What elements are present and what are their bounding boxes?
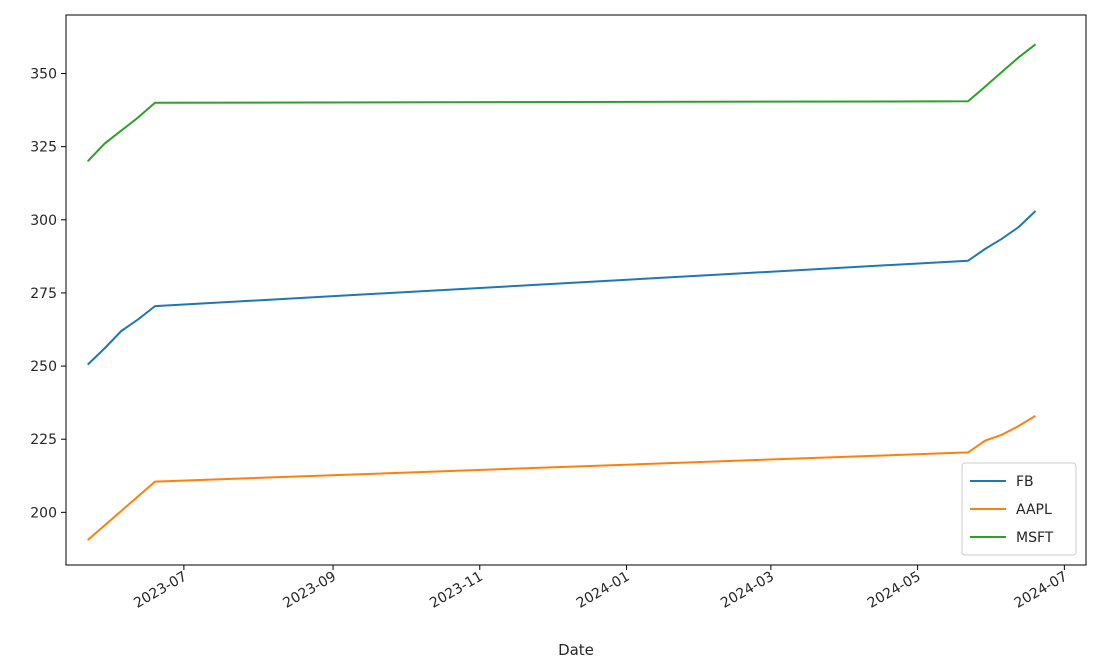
legend-label-fb: FB	[1016, 474, 1034, 490]
x-tick-label: 2024-01	[574, 569, 633, 612]
series-line-fb	[87, 210, 1037, 366]
legend: FB AAPL MSFT	[961, 462, 1077, 556]
y-tick-label: 275	[30, 286, 57, 302]
series-line-msft	[86, 43, 1037, 162]
series-layer	[86, 43, 1037, 541]
legend-label-aapl: AAPL	[1016, 502, 1052, 518]
plot-area-frame	[65, 14, 1087, 566]
y-axis: 200 225 250 275 300 325 350	[30, 67, 66, 521]
x-tick-label: 2023-07	[131, 569, 190, 612]
legend-box	[961, 462, 1077, 556]
y-tick-label: 325	[30, 140, 57, 156]
x-tick-label: 2024-05	[865, 569, 924, 612]
x-tick-label: 2024-07	[1012, 569, 1071, 612]
y-tick-label: 300	[30, 213, 57, 229]
y-tick-label: 200	[30, 505, 57, 521]
x-tick-label: 2023-11	[427, 569, 486, 612]
y-tick-label: 225	[30, 432, 57, 448]
x-axis-label: Date	[558, 641, 594, 659]
y-tick-label: 350	[30, 67, 57, 83]
x-tick-label: 2024-03	[718, 569, 777, 612]
x-axis: 2023-07 2023-09 2023-11 2024-01 2024-03 2024-…	[131, 565, 1070, 612]
x-tick-label: 2023-09	[280, 569, 339, 612]
legend-label-msft: MSFT	[1016, 530, 1054, 546]
y-tick-label: 250	[30, 359, 57, 375]
series-line-aapl	[87, 414, 1037, 541]
